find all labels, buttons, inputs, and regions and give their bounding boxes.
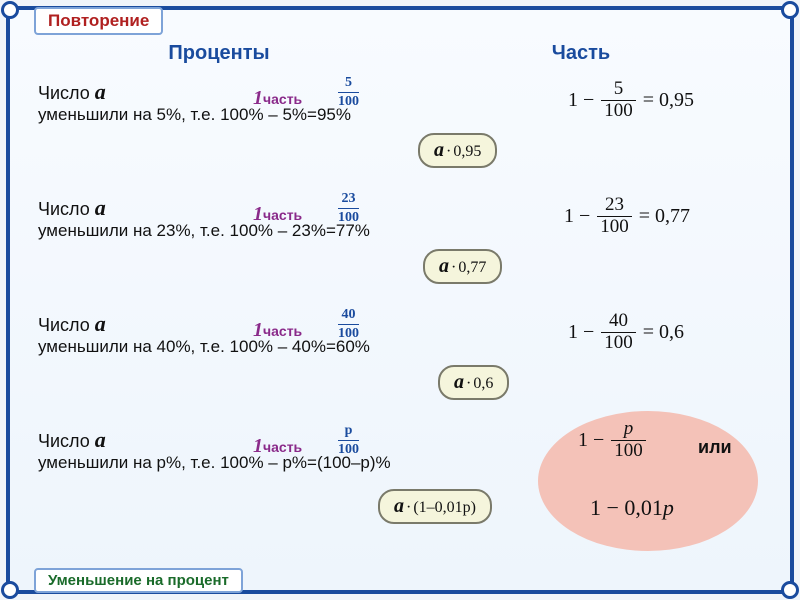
big-fraction: 1 − 23 100 = 0,77 [564, 195, 690, 238]
bigfrac-frac: 23 100 [597, 195, 632, 238]
pill-value: 0,6 [473, 375, 493, 392]
one: 1 [253, 203, 263, 225]
big-fraction: 1 − p 100 [578, 419, 649, 462]
example-row: Число a уменьшили на 40%, т.е. 100% – 40… [38, 307, 762, 419]
result-pill: a·(1–0,01p) [378, 489, 492, 524]
bigfrac-result: = 0,77 [635, 205, 690, 228]
a-symbol: a [95, 195, 106, 220]
frac-den: 100 [338, 442, 359, 458]
part-sub: часть [263, 439, 302, 455]
number-a-label: Число a [38, 311, 106, 337]
bigfrac-frac: 5 100 [601, 79, 636, 122]
or-label: или [698, 437, 732, 458]
number-a-label: Число a [38, 195, 106, 221]
bigfrac-one: 1 − [568, 321, 598, 344]
pill-value: 0,95 [453, 143, 481, 160]
reduce-text: уменьшили на 5%, т.е. 100% – 5%=95% [38, 105, 351, 125]
bigfrac-one: 1 − [568, 89, 598, 112]
bigfrac-den: 100 [601, 101, 636, 122]
pill-a: a [454, 371, 464, 393]
frac-num: 40 [338, 307, 359, 323]
bigfrac-result: = 0,6 [639, 321, 684, 344]
content-area: Проценты Часть Число a уменьшили на 5%, … [10, 10, 790, 590]
bigfrac-frac: 40 100 [601, 311, 636, 354]
pill-dot: · [444, 143, 453, 160]
frac-bar [338, 208, 359, 209]
one: 1 [253, 87, 263, 109]
p-italic: p [624, 418, 634, 439]
pill-a: a [394, 495, 404, 517]
small-fraction: 23 100 [338, 191, 359, 226]
slide-footer: Уменьшение на процент [34, 568, 243, 593]
bigfrac-den: 100 [597, 217, 632, 238]
bigfrac-den: 100 [611, 441, 646, 462]
result-pill: a·0,6 [438, 365, 509, 400]
frac-den: 100 [338, 94, 359, 110]
chislo-text: Число [38, 199, 95, 219]
bigfrac-num: p [611, 419, 646, 441]
bigfrac-one: 1 − [564, 205, 594, 228]
bigfrac-one: 1 − [578, 429, 608, 452]
result-pill: a·0,77 [423, 249, 502, 284]
one: 1 [253, 435, 263, 457]
a-symbol: a [95, 311, 106, 336]
bigfrac-result: = 0,95 [639, 89, 694, 112]
pill-dot: · [404, 499, 413, 516]
small-fraction: 40 100 [338, 307, 359, 342]
one: 1 [253, 319, 263, 341]
number-a-label: Число a [38, 427, 106, 453]
big-fraction: 1 − 40 100 = 0,6 [568, 311, 684, 354]
alt-formula-text: 1 − 0,01p [590, 495, 674, 521]
chislo-text: Число [38, 315, 95, 335]
frac-den: 100 [338, 210, 359, 226]
example-row: Число a уменьшили на 5%, т.е. 100% – 5%=… [38, 75, 762, 187]
pill-value: 0,77 [458, 259, 486, 276]
alt-formula: 1 − 0,01p [590, 495, 674, 521]
part-sub: часть [263, 323, 302, 339]
pill-value: (1–0,01p) [413, 499, 476, 516]
one-part-label: 1часть [253, 435, 302, 458]
frac-bar [338, 440, 359, 441]
reduce-text: уменьшили на 40%, т.е. 100% – 40%=60% [38, 337, 370, 357]
frac-den: 100 [338, 326, 359, 342]
bigfrac-num: 40 [601, 311, 636, 333]
frac-bar [338, 324, 359, 325]
a-symbol: a [95, 79, 106, 104]
reduce-text: уменьшили на 23%, т.е. 100% – 23%=77% [38, 221, 370, 241]
part-sub: часть [263, 207, 302, 223]
slide-frame: Повторение Уменьшение на процент Процент… [6, 6, 794, 594]
pill-a: a [434, 139, 444, 161]
column-headers: Проценты Часть [38, 42, 762, 65]
frac-num: 5 [338, 75, 359, 91]
chislo-text: Число [38, 431, 95, 451]
example-row: Число a уменьшили на p%, т.е. 100% – p%=… [38, 423, 762, 553]
part-sub: часть [263, 91, 302, 107]
pill-dot: · [449, 259, 458, 276]
one-part-label: 1часть [253, 203, 302, 226]
header-part: Часть [400, 42, 762, 65]
result-pill: a·0,95 [418, 133, 497, 168]
bigfrac-den: 100 [601, 333, 636, 354]
bigfrac-frac: p 100 [611, 419, 646, 462]
frac-num: 23 [338, 191, 359, 207]
small-fraction: 5 100 [338, 75, 359, 110]
slide-title: Повторение [34, 7, 163, 35]
pill-a: a [439, 255, 449, 277]
a-symbol: a [95, 427, 106, 452]
pill-dot: · [464, 375, 473, 392]
number-a-label: Число a [38, 79, 106, 105]
header-percent: Проценты [38, 42, 400, 65]
frac-num: p [338, 423, 359, 439]
frac-bar [338, 92, 359, 93]
bigfrac-num: 23 [597, 195, 632, 217]
small-fraction: p 100 [338, 423, 359, 458]
one-part-label: 1часть [253, 319, 302, 342]
big-fraction: 1 − 5 100 = 0,95 [568, 79, 694, 122]
one-part-label: 1часть [253, 87, 302, 110]
chislo-text: Число [38, 83, 95, 103]
example-row: Число a уменьшили на 23%, т.е. 100% – 23… [38, 191, 762, 303]
bigfrac-num: 5 [601, 79, 636, 101]
